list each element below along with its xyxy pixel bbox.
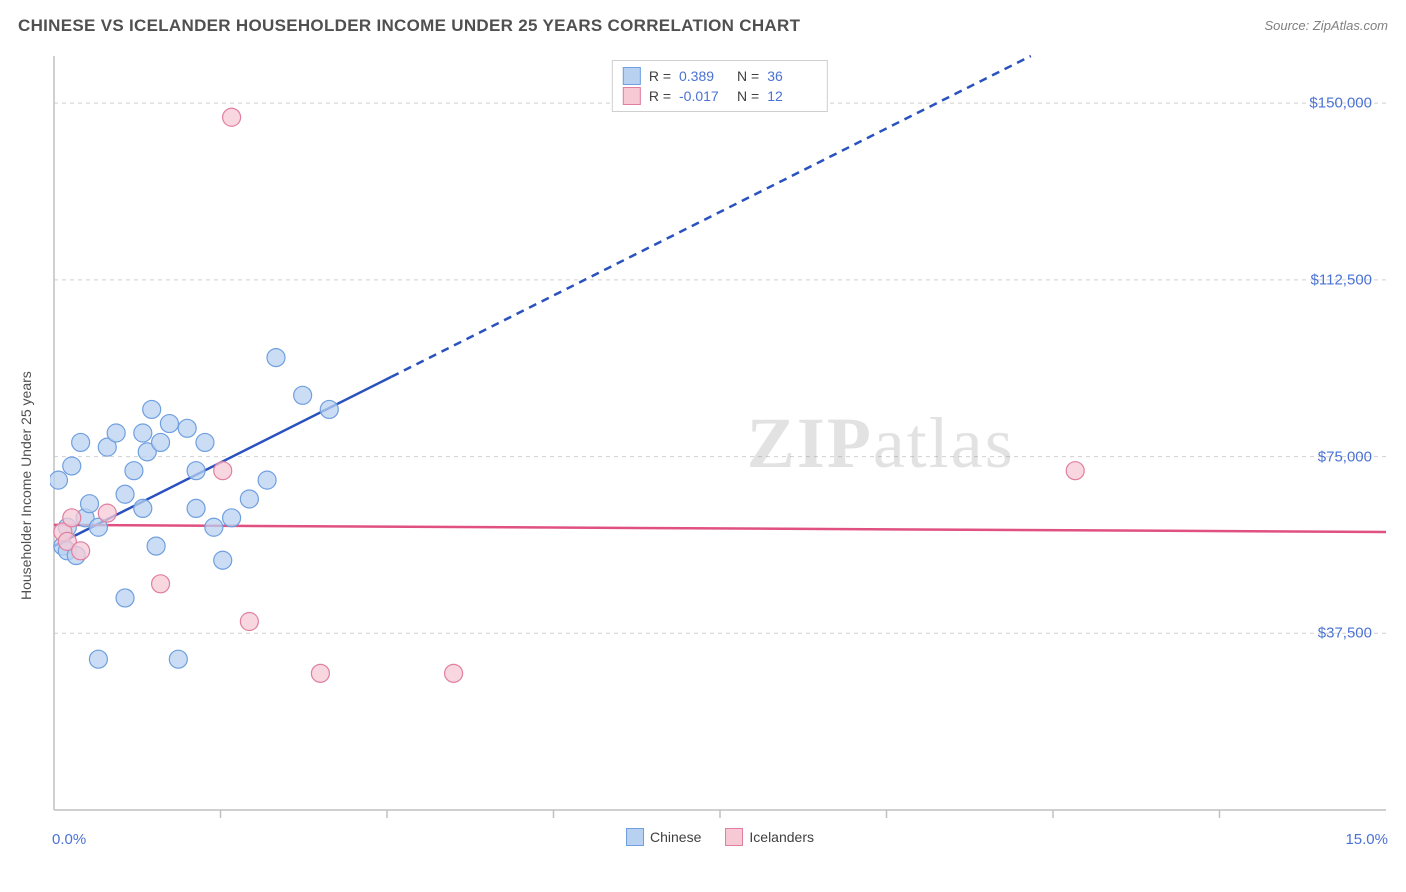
series-legend: Chinese Icelanders xyxy=(626,828,814,846)
legend-label: Icelanders xyxy=(749,829,814,845)
y-tick-label: $37,500 xyxy=(1318,625,1372,642)
legend-row-chinese: R = 0.389 N = 36 xyxy=(623,67,817,85)
y-axis-label: Householder Income Under 25 years xyxy=(18,371,34,600)
legend-row-icelanders: R = -0.017 N = 12 xyxy=(623,87,817,105)
y-tick-label: $112,500 xyxy=(1311,271,1372,288)
n-value-chinese: 36 xyxy=(767,68,817,84)
correlation-legend: R = 0.389 N = 36 R = -0.017 N = 12 xyxy=(612,60,828,112)
legend-label: Chinese xyxy=(650,829,701,845)
x-axis-end: 15.0% xyxy=(1345,831,1388,848)
swatch-chinese xyxy=(626,828,644,846)
swatch-icelanders xyxy=(725,828,743,846)
x-axis-start: 0.0% xyxy=(52,831,86,848)
r-value-icelanders: -0.017 xyxy=(679,88,729,104)
n-label: N = xyxy=(737,68,759,84)
chart-area: R = 0.389 N = 36 R = -0.017 N = 12 ZIPat… xyxy=(50,50,1390,850)
r-label: R = xyxy=(649,68,671,84)
chart-title: CHINESE VS ICELANDER HOUSEHOLDER INCOME … xyxy=(18,16,800,35)
swatch-icelanders xyxy=(623,87,641,105)
y-tick-label: $150,000 xyxy=(1309,95,1372,112)
legend-item-chinese: Chinese xyxy=(626,828,701,846)
n-label: N = xyxy=(737,88,759,104)
scatter-plot xyxy=(50,50,1390,850)
n-value-icelanders: 12 xyxy=(767,88,817,104)
swatch-chinese xyxy=(623,67,641,85)
y-tick-label: $75,000 xyxy=(1318,448,1372,465)
legend-item-icelanders: Icelanders xyxy=(725,828,814,846)
source-attribution: Source: ZipAtlas.com xyxy=(1264,18,1388,33)
r-value-chinese: 0.389 xyxy=(679,68,729,84)
r-label: R = xyxy=(649,88,671,104)
